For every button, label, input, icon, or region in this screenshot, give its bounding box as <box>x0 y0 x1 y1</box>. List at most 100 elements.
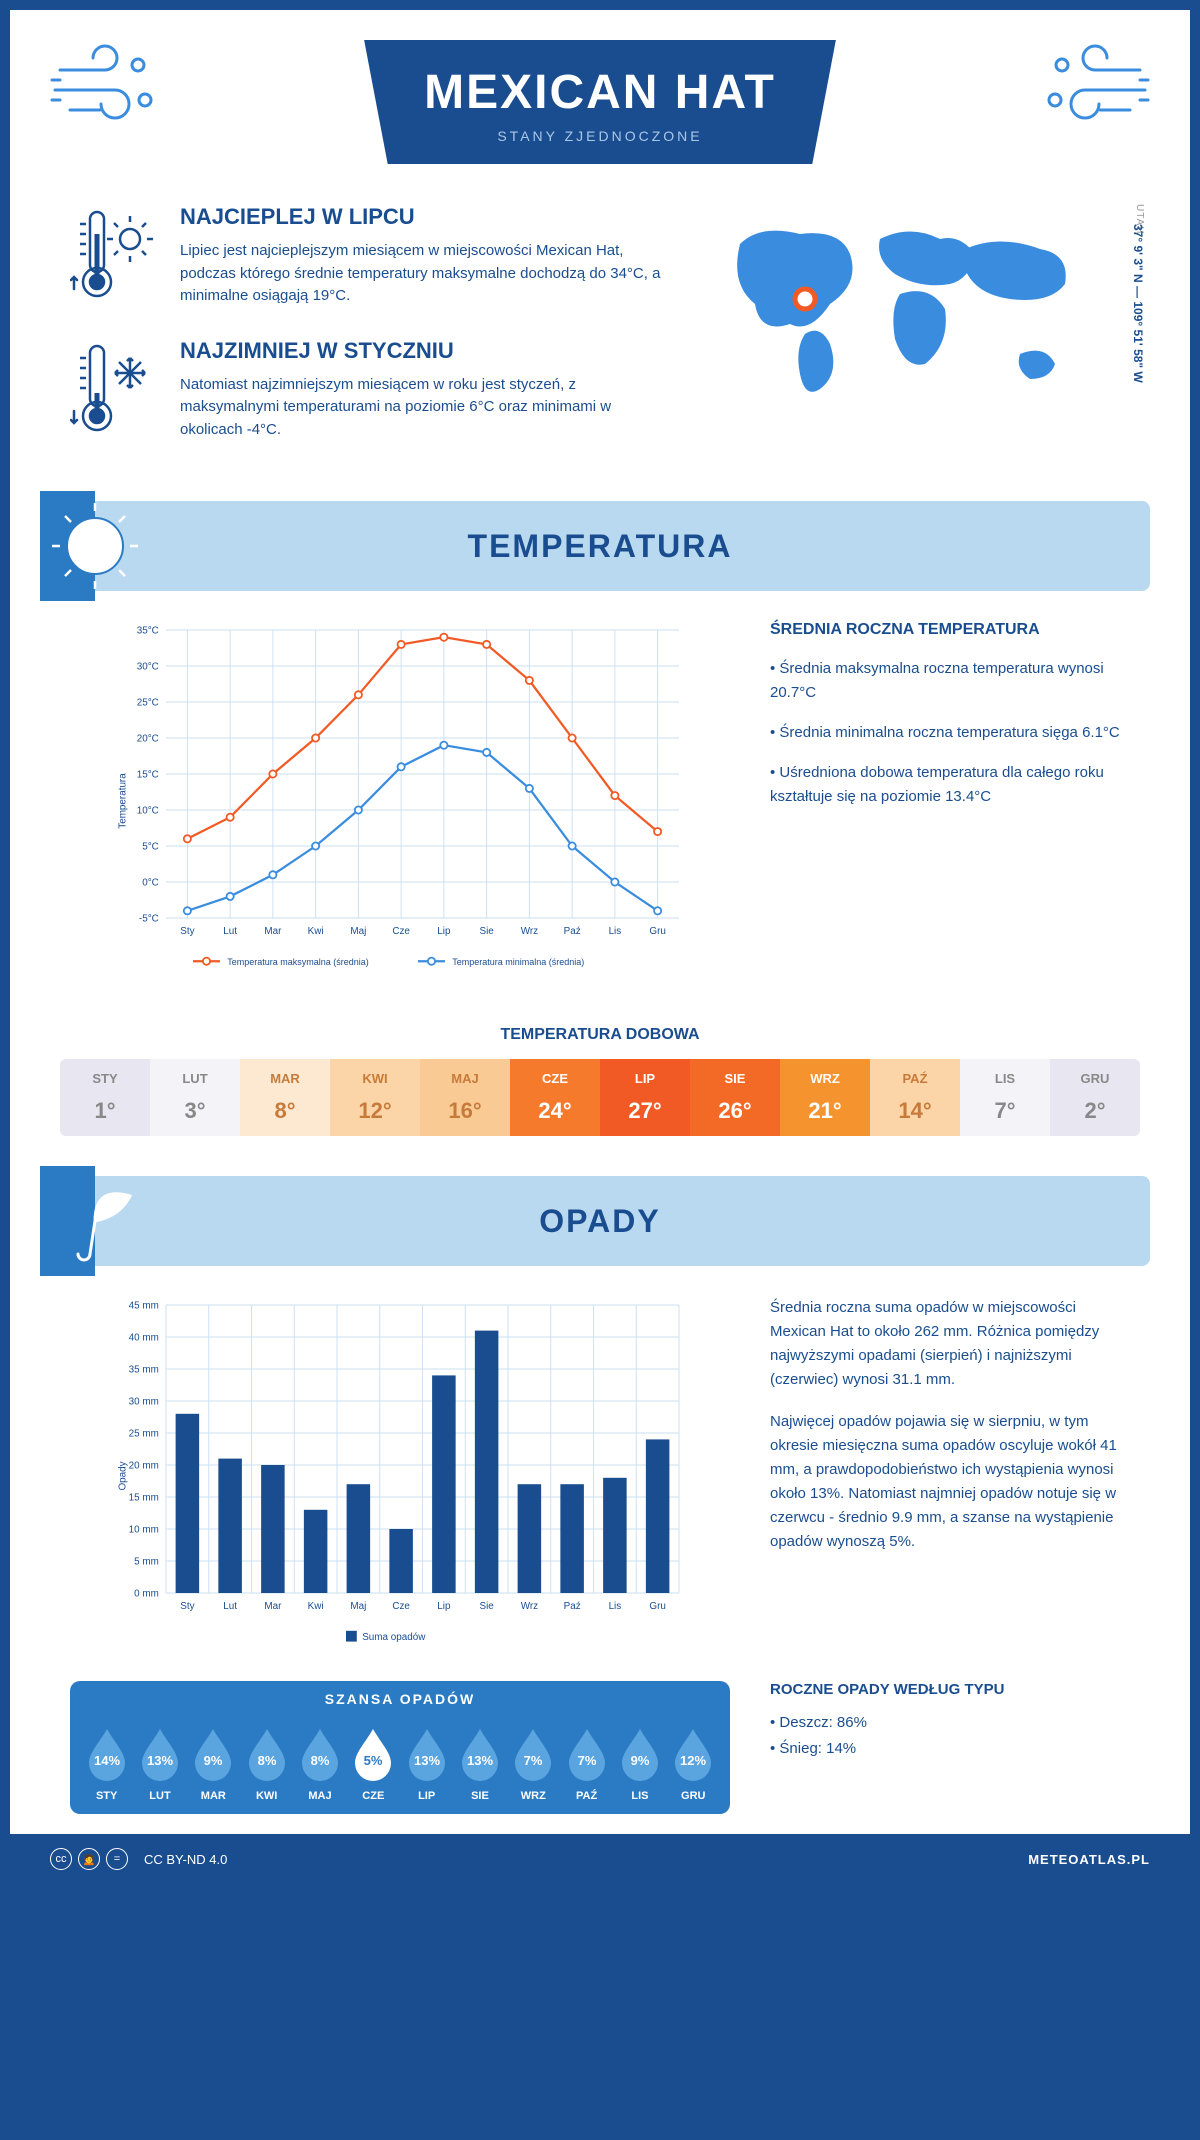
svg-text:35 mm: 35 mm <box>129 1365 159 1376</box>
svg-text:5°C: 5°C <box>142 842 159 853</box>
svg-text:Maj: Maj <box>350 926 366 937</box>
chance-cell: 14% STY <box>80 1725 133 1802</box>
svg-text:35°C: 35°C <box>137 626 159 637</box>
precip-type-stats: ROCZNE OPADY WEDŁUG TYPU • Deszcz: 86% •… <box>770 1681 1130 1814</box>
svg-text:Lis: Lis <box>609 1601 622 1612</box>
svg-text:10 mm: 10 mm <box>129 1525 159 1536</box>
chance-title: SZANSA OPADÓW <box>70 1681 730 1717</box>
svg-text:25°C: 25°C <box>137 698 159 709</box>
chance-cell: 13% LUT <box>133 1725 186 1802</box>
svg-text:Sie: Sie <box>479 1601 494 1612</box>
svg-text:25 mm: 25 mm <box>129 1429 159 1440</box>
svg-text:Temperatura maksymalna (średni: Temperatura maksymalna (średnia) <box>227 957 369 967</box>
chance-cell: 7% PAŹ <box>560 1725 613 1802</box>
svg-text:Opady: Opady <box>118 1461 129 1490</box>
chance-cell: 9% LIS <box>613 1725 666 1802</box>
raindrop-icon: 8% <box>298 1725 342 1781</box>
raindrop-icon: 12% <box>671 1725 715 1781</box>
precip-text-1: Średnia roczna suma opadów w miejscowośc… <box>770 1296 1130 1392</box>
svg-text:30°C: 30°C <box>137 662 159 673</box>
svg-text:Mar: Mar <box>264 1601 282 1612</box>
page-subtitle: STANY ZJEDNOCZONE <box>424 128 776 144</box>
svg-text:Sty: Sty <box>180 926 194 937</box>
svg-text:7%: 7% <box>577 1753 596 1768</box>
daily-temp-table: STY1°LUT3°MAR8°KWI12°MAJ16°CZE24°LIP27°S… <box>60 1059 1140 1136</box>
license-text: CC BY-ND 4.0 <box>144 1852 227 1867</box>
chance-cell: 12% GRU <box>667 1725 720 1802</box>
svg-text:12%: 12% <box>680 1753 706 1768</box>
svg-text:9%: 9% <box>631 1753 650 1768</box>
world-map-icon <box>710 204 1090 404</box>
nd-icon: = <box>106 1848 128 1870</box>
precip-type-1: • Deszcz: 86% <box>770 1710 1130 1736</box>
coordinates: 37° 9' 3" N — 109° 51' 58" W <box>1131 224 1145 383</box>
chance-cell: 13% SIE <box>453 1725 506 1802</box>
chance-cell: 9% MAR <box>187 1725 240 1802</box>
daily-cell: PAŹ14° <box>870 1059 960 1136</box>
raindrop-icon: 9% <box>191 1725 235 1781</box>
raindrop-icon: 13% <box>458 1725 502 1781</box>
svg-text:Wrz: Wrz <box>521 926 538 937</box>
coldest-heading: NAJZIMNIEJ W STYCZNIU <box>180 338 670 364</box>
sun-icon <box>40 491 150 601</box>
temperature-stats: ŚREDNIA ROCZNA TEMPERATURA • Średnia mak… <box>770 621 1130 986</box>
chance-cell: 8% KWI <box>240 1725 293 1802</box>
daily-cell: LIP27° <box>600 1059 690 1136</box>
svg-text:45 mm: 45 mm <box>129 1301 159 1312</box>
header: MEXICAN HAT STANY ZJEDNOCZONE <box>10 10 1190 184</box>
svg-text:7%: 7% <box>524 1753 543 1768</box>
footer: cc 🙍 = CC BY-ND 4.0 METEOATLAS.PL <box>10 1834 1190 1884</box>
coldest-block: NAJZIMNIEJ W STYCZNIU Natomiast najzimni… <box>70 338 670 442</box>
svg-text:8%: 8% <box>257 1753 276 1768</box>
svg-text:20°C: 20°C <box>137 734 159 745</box>
temperature-title: TEMPERATURA <box>468 528 733 565</box>
svg-text:0°C: 0°C <box>142 878 159 889</box>
svg-text:Mar: Mar <box>264 926 282 937</box>
svg-text:10°C: 10°C <box>137 806 159 817</box>
precip-type-heading: ROCZNE OPADY WEDŁUG TYPU <box>770 1681 1130 1698</box>
svg-text:Lut: Lut <box>223 1601 237 1612</box>
svg-text:Sty: Sty <box>180 1601 194 1612</box>
svg-text:Lip: Lip <box>437 1601 451 1612</box>
svg-text:Lut: Lut <box>223 926 237 937</box>
svg-text:5%: 5% <box>364 1753 383 1768</box>
by-icon: 🙍 <box>78 1848 100 1870</box>
svg-text:13%: 13% <box>414 1753 440 1768</box>
svg-text:Paź: Paź <box>564 926 581 937</box>
daily-cell: STY1° <box>60 1059 150 1136</box>
svg-text:Lip: Lip <box>437 926 451 937</box>
raindrop-icon: 9% <box>618 1725 662 1781</box>
raindrop-icon: 7% <box>511 1725 555 1781</box>
precip-chance-table: SZANSA OPADÓW 14% STY 13% LUT 9% MAR 8% … <box>70 1681 730 1814</box>
daily-cell: LUT3° <box>150 1059 240 1136</box>
precip-title: OPADY <box>539 1203 660 1240</box>
temperature-section-header: TEMPERATURA <box>50 501 1150 591</box>
daily-cell: GRU2° <box>1050 1059 1140 1136</box>
temp-bullet-3: • Uśredniona dobowa temperatura dla całe… <box>770 761 1130 809</box>
precip-section-header: OPADY <box>50 1176 1150 1266</box>
thermometer-cold-icon <box>70 338 160 438</box>
world-map-block: UTAH 37° 9' 3" N — 109° 51' 58" W <box>710 204 1130 471</box>
chance-cell: 8% MAJ <box>293 1725 346 1802</box>
daily-temp-title: TEMPERATURA DOBOWA <box>10 1026 1190 1044</box>
svg-text:30 mm: 30 mm <box>129 1397 159 1408</box>
daily-cell: SIE26° <box>690 1059 780 1136</box>
warmest-text: Lipiec jest najcieplejszym miesiącem w m… <box>180 240 670 308</box>
daily-cell: MAJ16° <box>420 1059 510 1136</box>
svg-text:8%: 8% <box>311 1753 330 1768</box>
svg-text:Wrz: Wrz <box>521 1601 538 1612</box>
svg-text:Maj: Maj <box>350 1601 366 1612</box>
daily-cell: LIS7° <box>960 1059 1050 1136</box>
svg-text:13%: 13% <box>147 1753 173 1768</box>
license-block: cc 🙍 = CC BY-ND 4.0 <box>50 1848 227 1870</box>
coldest-text: Natomiast najzimniejszym miesiącem w rok… <box>180 374 670 442</box>
umbrella-icon <box>40 1166 150 1276</box>
svg-text:14%: 14% <box>94 1753 120 1768</box>
temp-bullet-2: • Średnia minimalna roczna temperatura s… <box>770 721 1130 745</box>
raindrop-icon: 7% <box>565 1725 609 1781</box>
avg-temp-heading: ŚREDNIA ROCZNA TEMPERATURA <box>770 621 1130 639</box>
chance-cell: 13% LIP <box>400 1725 453 1802</box>
raindrop-icon: 5% <box>351 1725 395 1781</box>
precip-chart: 0 mm5 mm10 mm15 mm20 mm25 mm30 mm35 mm40… <box>70 1296 730 1661</box>
svg-text:Gru: Gru <box>649 1601 665 1612</box>
